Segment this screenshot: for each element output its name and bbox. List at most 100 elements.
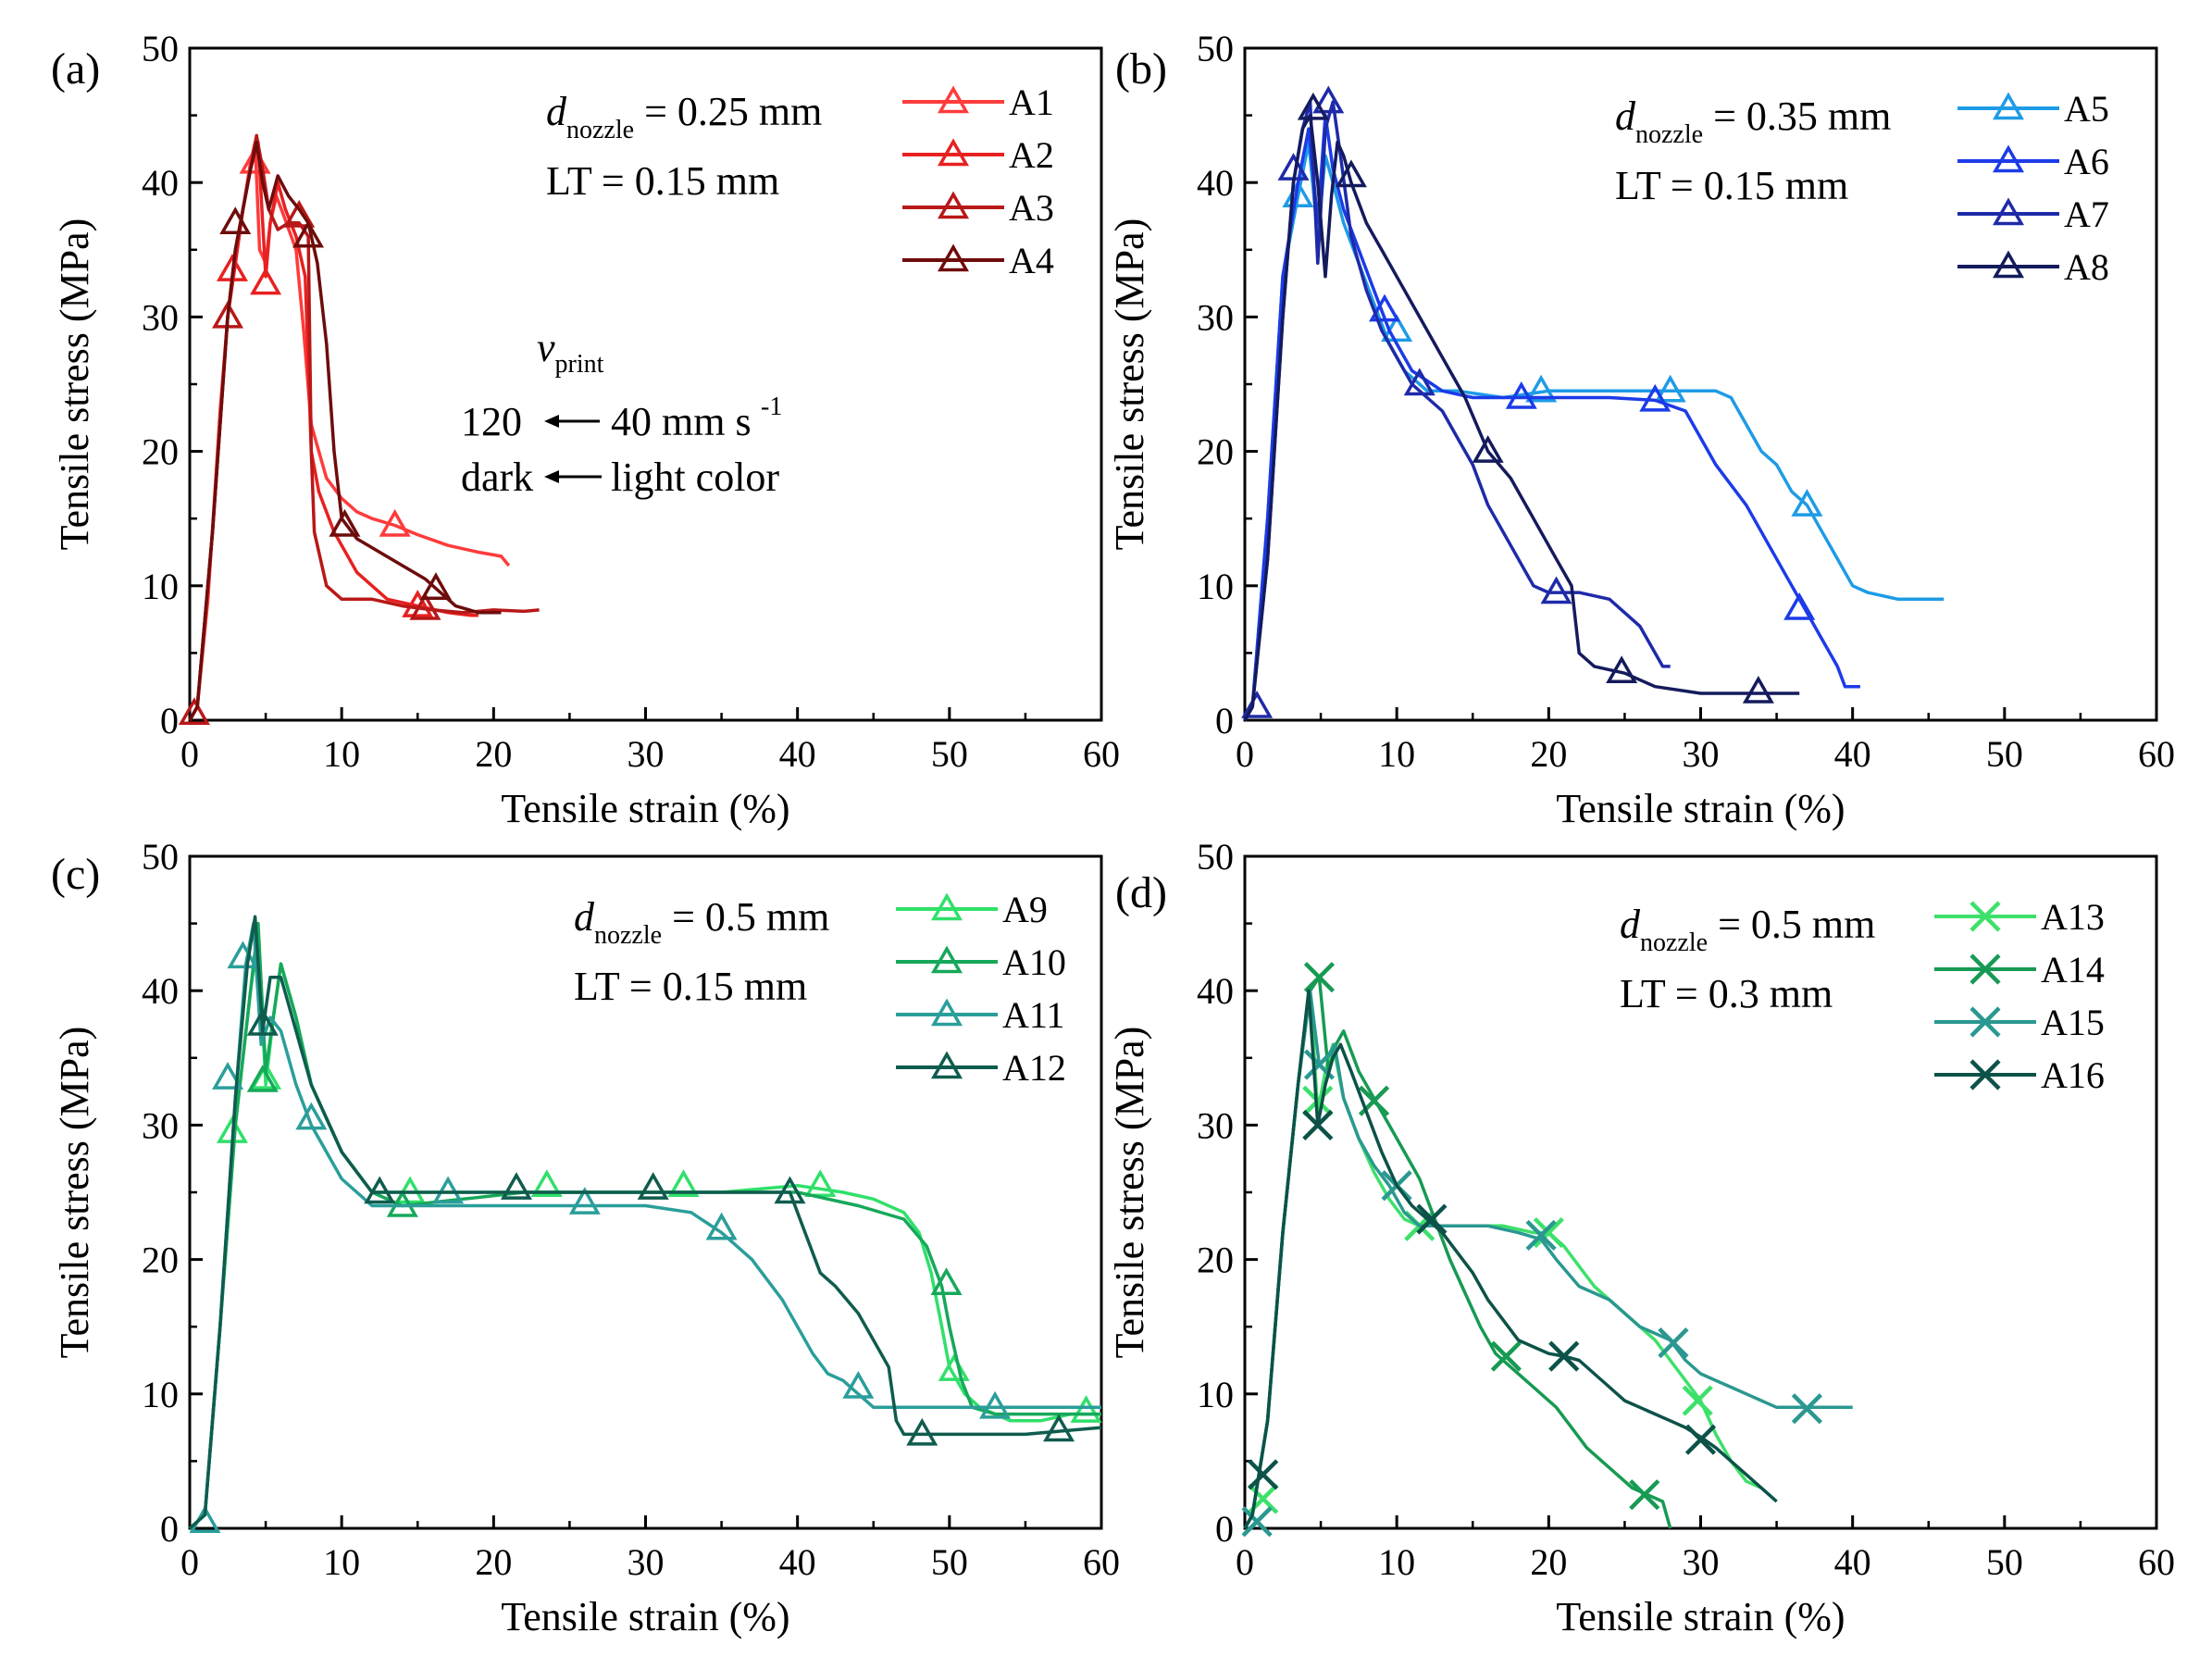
panel-d-marker-a16	[1416, 1203, 1448, 1235]
panel-a-marker-a2	[250, 267, 282, 295]
panel-c-y-tick-label: 30	[142, 1104, 179, 1146]
panel-b-marker-a8	[1606, 655, 1638, 683]
panel-d-marker-a14	[1303, 962, 1336, 993]
panel-c-annotation-line: LT = 0.15 mm	[574, 964, 807, 1009]
panel-c-y-tick-label: 20	[142, 1240, 179, 1281]
panel-d-marker-a14	[1629, 1479, 1660, 1511]
panel-b-marker-a5	[1654, 374, 1686, 403]
panel-c-marker-a11	[227, 941, 259, 969]
panel-b-x-axis-title: Tensile strain (%)	[1556, 786, 1845, 831]
panel-c-x-axis-title: Tensile strain (%)	[501, 1594, 789, 1639]
panel-c-marker-a12	[500, 1172, 532, 1200]
panel-b-annotation-line: LT = 0.15 mm	[1615, 163, 1848, 208]
panel-d-marker-a16	[1684, 1424, 1717, 1455]
panel-c-x-tick-label: 40	[779, 1541, 816, 1583]
panel-d-y-tick-label: 10	[1197, 1374, 1234, 1415]
panel-b-chart: 0 10 20 30 40 50 60 0 10 20 30 40 50 Tensile strain (…	[1107, 28, 2175, 831]
panel-a-chart: 0 10 20 30 40 50 60 0 10 20 30 40 50 Tensile strain (…	[51, 28, 1120, 831]
panel-d-chart: 0 10 20 30 40 50 60 0 10 20 30 40 50 Tensile strain (…	[1107, 836, 2175, 1639]
panel-b-marker-a5	[1525, 374, 1558, 403]
panel-a-legend-item-a1: A1	[902, 81, 1054, 123]
panel-b-marker-a6	[1505, 380, 1537, 409]
panel-d-legend-item-a13: A13	[1934, 896, 2105, 938]
panel-b-marker-a5	[1791, 489, 1823, 517]
panel-b-y-tick-label: 30	[1197, 296, 1234, 338]
panel-a-y-tick-label: 50	[142, 28, 179, 69]
panel-a-y-tick-label: 20	[142, 431, 179, 473]
panel-c-marker-a11	[842, 1371, 875, 1399]
panel-a-legend-marker	[937, 243, 970, 272]
panel-a-legend-marker	[937, 138, 970, 167]
panel-a-marker-a4	[219, 206, 252, 235]
panel-a-annotation-line: LT = 0.15 mm	[546, 158, 779, 204]
panel-c-legend-item-a9: A9	[896, 889, 1048, 930]
panel-b-x-tick-label: 40	[1834, 733, 1871, 775]
panel-c-y-tick-label: 0	[160, 1508, 179, 1550]
panel-d-y-tick-label: 50	[1197, 836, 1234, 878]
panel-d-line-a13	[1243, 989, 1762, 1529]
panel-a-speed-arrow-head	[544, 415, 559, 428]
panel-d-legend-marker	[1970, 901, 2001, 932]
panel-b-y-tick-label: 40	[1197, 162, 1234, 204]
panel-b-marker-a7	[1403, 368, 1435, 396]
panel-c-y-tick-label: 40	[142, 970, 179, 1012]
panel-c-series-a9	[188, 935, 1102, 1530]
panel-b-y-tick-label: 0	[1215, 700, 1234, 741]
panel-c-marker-a11	[705, 1212, 738, 1240]
panel-b-legend-item-a5: A5	[1957, 88, 2109, 130]
panel-b-y-tick-label: 20	[1197, 431, 1234, 473]
panel-c-annotation-line: dnozzle = 0.5 mm	[574, 894, 829, 950]
panel-a-marker-a2	[402, 590, 434, 617]
panel-d-x-tick-label: 30	[1683, 1541, 1720, 1583]
panel-d-panel-label: (d)	[1115, 868, 1167, 917]
panel-d-x-tick-label: 50	[1986, 1541, 2023, 1583]
panel-a-y-tick-label: 30	[142, 296, 179, 338]
panel-c-series-a12	[188, 915, 1102, 1530]
panel-a-marker-a3	[178, 697, 210, 725]
panel-a-color-right: light color	[611, 455, 779, 500]
panel-c-marker-a12	[364, 1176, 396, 1204]
panel-b-y-axis-title: Tensile stress (MPa)	[1107, 218, 1152, 551]
panel-a-legend-label: A1	[1009, 81, 1054, 123]
panel-d-line-a16	[1243, 989, 1778, 1529]
panel-a-marker-a4	[329, 508, 361, 537]
panel-c-marker-a10	[930, 1267, 963, 1295]
panel-a-x-tick-label: 20	[475, 733, 512, 775]
panel-a-marker-a1	[379, 508, 411, 537]
panel-c-y-axis-title: Tensile stress (MPa)	[52, 1027, 97, 1359]
panel-b-annotation-line: dnozzle = 0.35 mm	[1615, 93, 1891, 149]
panel-b-legend-marker	[1992, 250, 2025, 279]
panel-c-x-tick-label: 30	[628, 1541, 665, 1583]
panel-a-color-left: dark	[461, 455, 533, 500]
panel-d-legend-item-a14: A14	[1934, 949, 2105, 990]
panel-d-y-tick-label: 20	[1197, 1240, 1234, 1281]
panel-a-legend-label: A4	[1009, 240, 1054, 281]
panel-c-legend-label: A9	[1002, 889, 1048, 930]
panel-d-legend-label: A16	[2041, 1054, 2105, 1096]
panel-c-marker-a9	[530, 1169, 563, 1197]
panel-d-legend-marker	[1970, 1059, 2001, 1090]
panel-c-marker-a11	[295, 1102, 328, 1130]
panel-d-legend-label: A15	[2041, 1002, 2105, 1043]
panel-c-marker-a10	[246, 1064, 279, 1092]
panel-b-marker-a7	[1540, 576, 1572, 604]
panel-b-legend-label: A5	[2064, 88, 2109, 130]
panel-c-legend-label: A10	[1002, 941, 1066, 983]
panel-b-legend-marker	[1992, 197, 2025, 226]
panel-d-marker-a13	[1533, 1216, 1564, 1249]
panel-a-y-tick-label: 40	[142, 162, 179, 204]
panel-d-marker-a15	[1525, 1219, 1557, 1252]
panel-d-legend-item-a16: A16	[1934, 1054, 2105, 1096]
panel-a-legend-item-a4: A4	[902, 240, 1054, 281]
panel-c-marker-a12	[1043, 1414, 1075, 1442]
panel-a-series-a4	[188, 140, 502, 721]
panel-a-y-tick-label: 0	[160, 700, 179, 741]
panel-c-legend-item-a11: A11	[896, 994, 1064, 1036]
panel-b-series-a8	[1243, 92, 1800, 721]
panel-a-y-tick-label: 10	[142, 566, 179, 607]
panel-a-legend-label: A3	[1009, 187, 1054, 229]
panel-c-x-tick-label: 0	[180, 1541, 199, 1583]
panel-b-marker-a6	[1639, 383, 1671, 412]
panel-b-marker-a8	[1335, 159, 1367, 188]
panel-a-annotation-line: dnozzle = 0.25 mm	[546, 89, 822, 144]
